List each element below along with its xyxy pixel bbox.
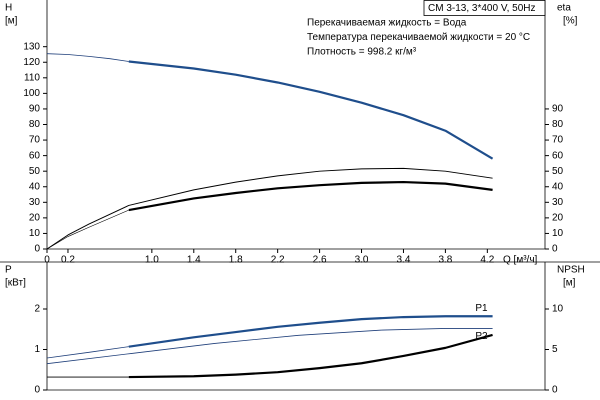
x-axis-label: Q [м³/ч] [503, 255, 538, 266]
curve [128, 180, 493, 212]
x-tick-label: 0 [44, 255, 50, 266]
y-tick-label: 50 [29, 166, 41, 177]
y2-tick-label: 0 [552, 244, 558, 255]
y-tick-label: 110 [24, 72, 40, 83]
y2-tick-label: 30 [552, 197, 564, 208]
x-tick-label: 2.6 [313, 255, 327, 266]
y2-tick-label: 70 [552, 135, 564, 146]
x-tick-label: 4.2 [480, 255, 494, 266]
y-tick-label: 40 [29, 181, 41, 192]
y2-tick-label: 40 [552, 181, 564, 192]
curve [128, 60, 494, 160]
y-tick-label: 100 [23, 88, 40, 99]
curve [46, 209, 129, 250]
y2-tick-label: 5 [552, 344, 558, 355]
x-tick-label: 3.0 [355, 255, 369, 266]
y2-tick-label: 50 [552, 166, 564, 177]
x-tick-label: 2.2 [271, 255, 285, 266]
y-axis-unit: [кВт] [5, 278, 26, 289]
y-tick-label: 80 [29, 119, 41, 130]
y2-axis-label: NPSH [557, 265, 585, 276]
y2-tick-label: 10 [552, 228, 564, 239]
x-tick-label: 1.4 [187, 255, 201, 266]
y2-tick-label: 60 [552, 150, 564, 161]
y-tick-label: 1 [34, 344, 40, 355]
y2-tick-label: 80 [552, 119, 564, 130]
y-tick-label: 60 [29, 150, 41, 161]
annotation: Перекачиваемая жидкость = Вода [307, 18, 467, 29]
y2-tick-label: 10 [552, 304, 564, 315]
curve [46, 346, 129, 359]
title-box [423, 0, 546, 16]
curve [46, 53, 129, 62]
y2-tick-label: 20 [552, 213, 564, 224]
x-tick-label: 3.8 [438, 255, 452, 266]
curve [128, 315, 493, 348]
y-tick-label: 10 [29, 228, 41, 239]
annotation: Температура перекачиваемой жидкости = 20… [307, 32, 530, 43]
curve [46, 167, 493, 250]
y-tick-label: 20 [29, 213, 41, 224]
y-tick-label: 70 [29, 135, 41, 146]
curve-label: P1 [475, 303, 488, 314]
chart-title: CM 3-13, 3*400 V, 50Hz [428, 3, 535, 14]
y2-axis-unit: [м] [563, 278, 576, 289]
y-tick-label: 30 [29, 197, 41, 208]
y-tick-label: 2 [34, 304, 40, 315]
x-tick-label: 3.4 [397, 255, 411, 266]
y-tick-label: 90 [29, 104, 41, 115]
y2-axis-unit: [%] [563, 16, 578, 27]
x-tick-label: 1.0 [145, 255, 159, 266]
y2-tick-label: 0 [552, 385, 558, 396]
y2-tick-label: 90 [552, 104, 564, 115]
y2-axis-label: eta [557, 3, 571, 14]
curve-label: P2 [475, 331, 488, 342]
y-tick-label: 130 [23, 41, 40, 52]
annotation: Плотность = 998.2 кг/м³ [307, 47, 417, 58]
curve [46, 328, 493, 365]
y-tick-label: 0 [34, 385, 40, 396]
curve [128, 333, 493, 379]
y-tick-label: 120 [23, 57, 40, 68]
y-tick-label: 0 [34, 244, 40, 255]
y-axis-unit: [м] [5, 16, 18, 27]
y-axis-label: P [5, 265, 12, 276]
x-tick-label: 0.2 [61, 255, 75, 266]
x-tick-label: 1.8 [229, 255, 243, 266]
y-axis-label: H [5, 3, 12, 14]
